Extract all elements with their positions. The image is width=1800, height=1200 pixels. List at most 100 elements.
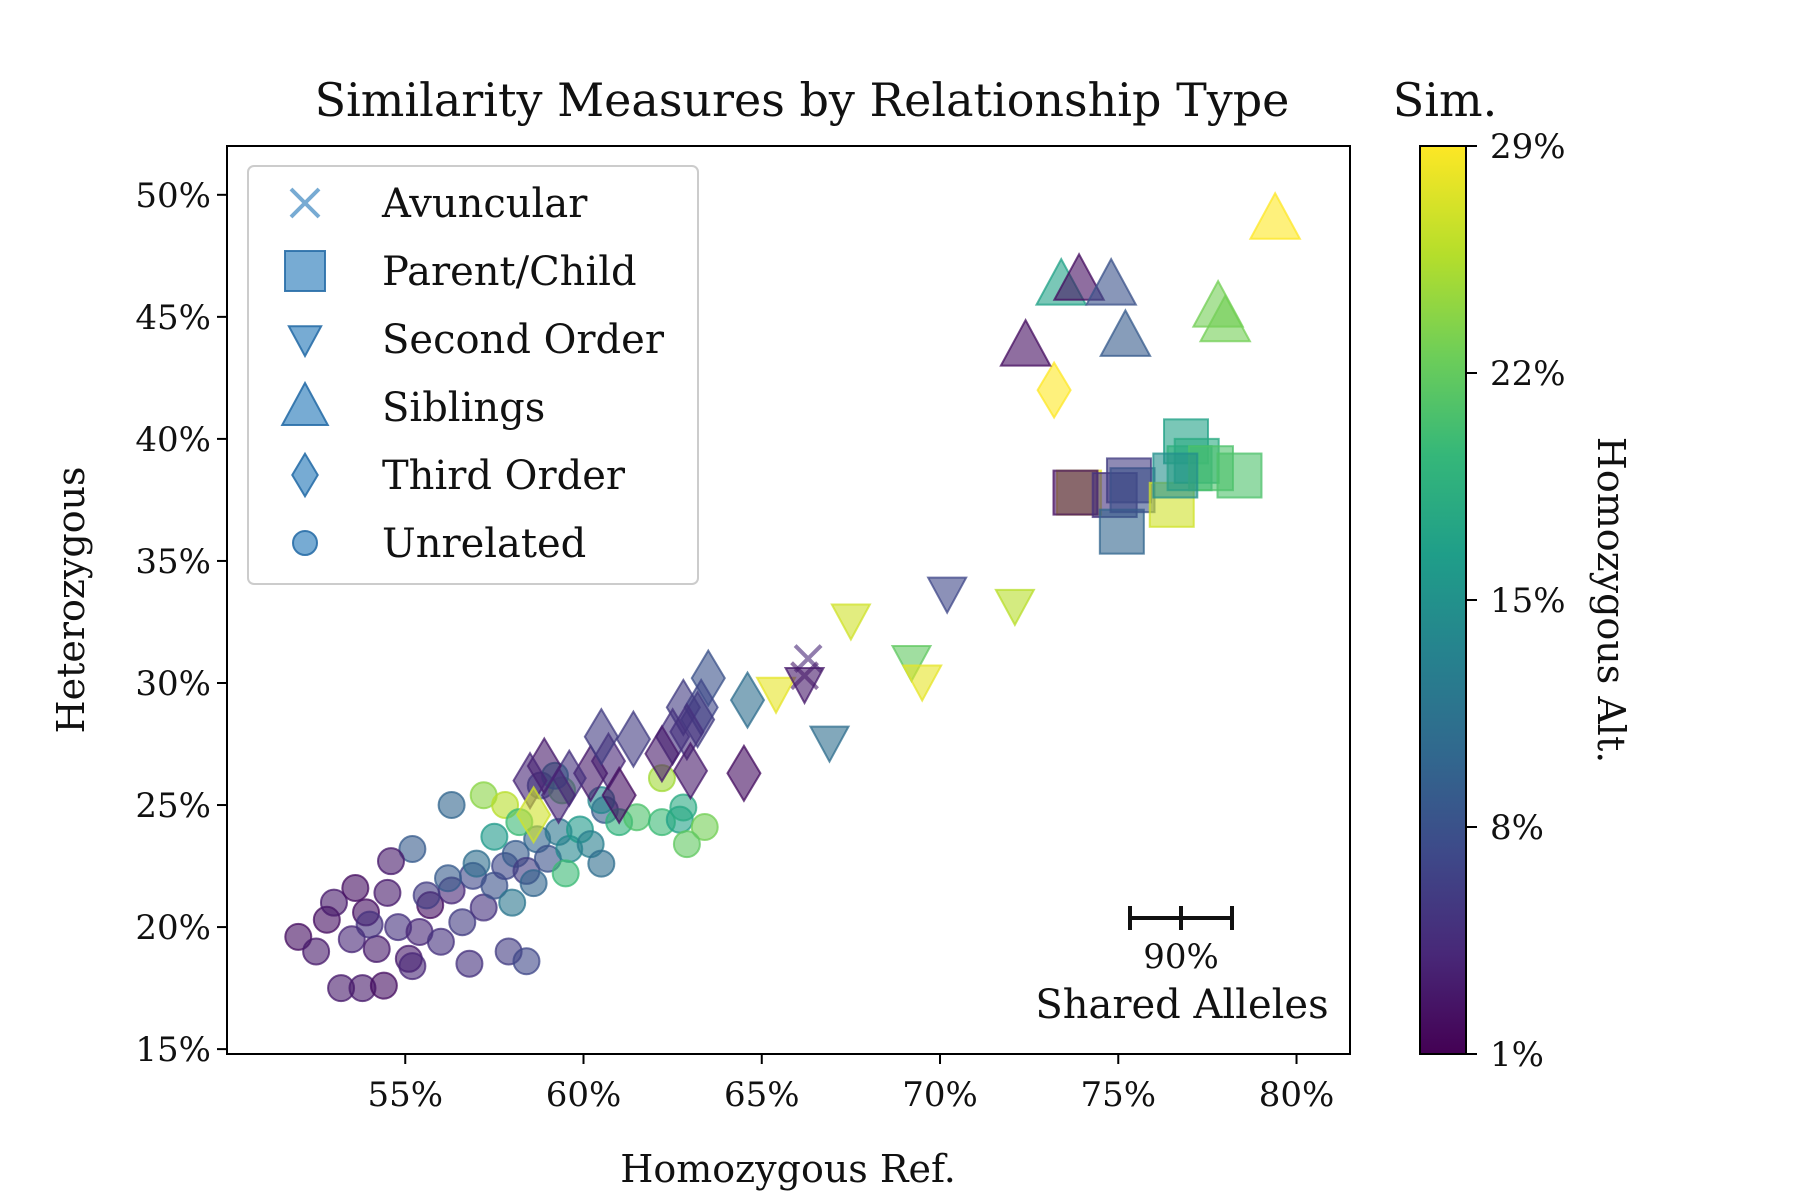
colorbar-tick-label: 22% [1490,354,1566,394]
x-tick-label: 65% [724,1075,800,1115]
legend-marker-avuncular [289,187,321,219]
legend-marker-parent-child [284,250,326,292]
point-unrelated [341,874,370,903]
colorbar-label: Homozygous Alt. [1589,437,1633,764]
legend-marker-siblings [280,380,330,426]
colorbar-tick-label: 8% [1490,808,1544,848]
point-siblings [1248,191,1302,240]
point-parent-child [1216,452,1263,499]
point-unrelated [690,813,719,841]
point-unrelated [519,869,548,898]
legend-label-second-order: Second Order [382,317,665,363]
point-unrelated [302,937,331,966]
y-tick-label: 20% [135,908,211,948]
point-siblings [1099,308,1152,357]
colorbar: Sim. 1% 8% 15% 22% 29% Homozygous Alt. [1393,73,1633,1075]
point-third-order [1036,360,1072,420]
y-tick-label: 35% [135,542,211,582]
point-unrelated [373,878,402,907]
point-third-order [672,741,709,801]
y-tick-label: 45% [135,298,211,338]
point-second-order [994,588,1036,627]
point-unrelated [672,830,701,859]
colorbar-ticks: 1% 8% 15% 22% 29% [1466,127,1566,1075]
point-second-order [783,666,826,706]
colorbar-gradient [1419,145,1467,1055]
legend-label-parent-child: Parent/Child [382,249,637,295]
point-unrelated [669,793,698,822]
point-unrelated [512,947,541,976]
point-unrelated [480,822,509,851]
size-key-value: 90% [1143,937,1219,977]
point-siblings [1084,257,1138,306]
point-parent-child [1109,467,1156,514]
legend-label-third-order: Third Order [382,453,626,499]
point-second-order [830,603,872,642]
point-unrelated [362,935,391,964]
point-third-order [729,670,766,730]
point-third-order [540,765,577,825]
point-parent-child [1098,508,1145,555]
point-third-order [615,709,652,769]
y-tick-label: 50% [135,176,211,216]
point-unrelated [398,834,427,863]
y-tick-label: 15% [135,1030,211,1070]
y-axis-ticks: 15% 20% 25% 30% 35% 40% 45% 50% [135,176,227,1070]
point-second-order [901,664,943,703]
legend-label-avuncular: Avuncular [381,181,588,227]
legend-marker-unrelated [292,530,318,556]
colorbar-tick-label: 29% [1490,127,1566,167]
point-siblings [1198,293,1252,343]
point-second-order [926,576,968,615]
point-unrelated [319,888,348,917]
point-siblings [999,318,1052,367]
point-unrelated [455,949,484,978]
point-unrelated [369,971,398,1000]
point-unrelated [448,908,477,937]
point-second-order [808,725,851,764]
y-tick-label: 25% [135,786,211,826]
point-unrelated [437,791,466,820]
x-axis-label: Homozygous Ref. [620,1147,956,1191]
point-parent-child [1052,469,1099,516]
point-third-order [583,707,619,767]
legend-label-unrelated: Unrelated [382,521,586,567]
point-unrelated [355,910,384,939]
x-tick-label: 75% [1080,1075,1156,1115]
point-second-order [890,645,933,684]
size-key-label: Shared Alleles [1035,982,1328,1028]
point-unrelated [462,849,491,878]
data-points [284,191,1302,1003]
legend-box [247,165,699,585]
point-second-order [755,676,797,715]
x-tick-label: 55% [367,1075,443,1115]
point-third-order [726,743,762,803]
point-third-order [644,724,680,784]
y-axis-label: Heterozygous [49,466,93,733]
colorbar-tick-label: 1% [1490,1035,1544,1075]
legend-marker-second-order [287,325,323,359]
colorbar-title: Sim. [1393,73,1497,127]
legend-marker-third-order [291,451,319,499]
size-key: 90% Shared Alleles [1035,906,1329,1028]
point-unrelated [426,927,455,956]
point-third-order [601,765,637,825]
x-tick-label: 80% [1259,1075,1335,1115]
legend-label-siblings: Siblings [382,385,545,431]
colorbar-tick-label: 15% [1490,581,1566,621]
point-unrelated [551,859,580,888]
legend: Avuncular Parent/Child Second Order Sibling… [247,165,699,585]
point-third-order [515,785,552,845]
x-tick-label: 60% [546,1075,622,1115]
point-unrelated [587,849,616,878]
point-unrelated [434,864,463,893]
point-unrelated [412,881,441,910]
point-siblings [1052,252,1106,301]
point-unrelated [398,952,427,981]
x-tick-label: 70% [902,1075,978,1115]
y-tick-label: 30% [135,664,211,704]
plot-frame [226,145,1351,1055]
chart-title: Similarity Measures by Relationship Type [315,73,1290,127]
point-unrelated [498,888,527,917]
